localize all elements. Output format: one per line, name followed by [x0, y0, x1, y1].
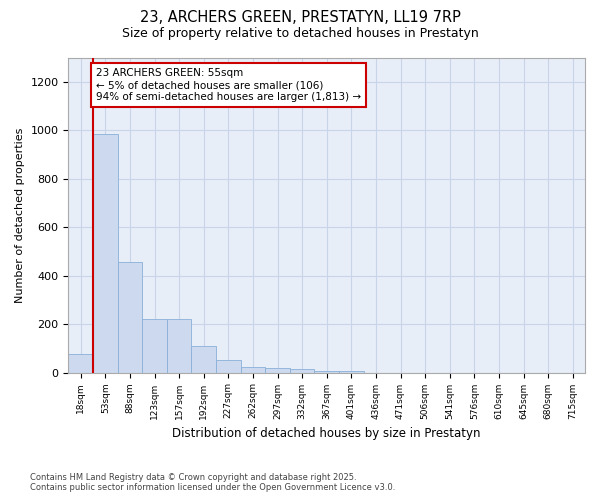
- Bar: [167, 320, 191, 372]
- Bar: [265, 368, 290, 372]
- Text: Size of property relative to detached houses in Prestatyn: Size of property relative to detached ho…: [122, 28, 478, 40]
- Bar: [216, 360, 241, 372]
- Bar: [290, 369, 314, 372]
- Bar: [118, 262, 142, 372]
- Text: Contains HM Land Registry data © Crown copyright and database right 2025.
Contai: Contains HM Land Registry data © Crown c…: [30, 473, 395, 492]
- Bar: [241, 367, 265, 372]
- X-axis label: Distribution of detached houses by size in Prestatyn: Distribution of detached houses by size …: [172, 427, 481, 440]
- Text: 23, ARCHERS GREEN, PRESTATYN, LL19 7RP: 23, ARCHERS GREEN, PRESTATYN, LL19 7RP: [140, 10, 460, 25]
- Bar: [93, 134, 118, 372]
- Bar: [68, 354, 93, 372]
- Bar: [314, 370, 339, 372]
- Bar: [142, 320, 167, 372]
- Bar: [191, 346, 216, 372]
- Y-axis label: Number of detached properties: Number of detached properties: [15, 128, 25, 302]
- Text: 23 ARCHERS GREEN: 55sqm
← 5% of detached houses are smaller (106)
94% of semi-de: 23 ARCHERS GREEN: 55sqm ← 5% of detached…: [96, 68, 361, 102]
